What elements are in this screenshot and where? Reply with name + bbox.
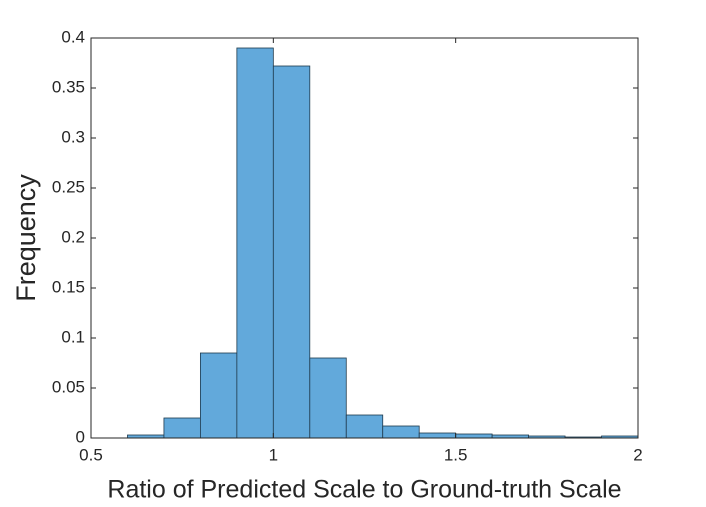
y-tick-label: 0.4 xyxy=(61,27,85,46)
bar xyxy=(382,425,420,439)
x-tick-label: 1 xyxy=(269,445,278,464)
y-tick-label: 0.2 xyxy=(61,227,85,246)
y-tick-label: 0 xyxy=(76,427,85,446)
x-tick-label: 2 xyxy=(633,445,642,464)
x-tick-label: 1.5 xyxy=(444,445,468,464)
bar xyxy=(199,352,238,439)
x-tick-label: 0.5 xyxy=(79,445,103,464)
y-tick-label: 0.1 xyxy=(61,327,85,346)
bar xyxy=(272,65,311,439)
y-tick-label: 0.35 xyxy=(52,77,85,96)
bar xyxy=(418,432,457,439)
y-tick-label: 0.05 xyxy=(52,377,85,396)
bar xyxy=(309,357,347,439)
bar xyxy=(163,417,201,439)
bar xyxy=(236,47,274,439)
y-tick-label: 0.15 xyxy=(52,277,85,296)
plot-area xyxy=(127,47,639,439)
y-tick-label: 0.25 xyxy=(52,177,85,196)
y-tick-label: 0.3 xyxy=(61,127,85,146)
bar xyxy=(455,433,493,439)
y-axis-label: Frequency xyxy=(11,174,41,302)
bar xyxy=(345,414,384,439)
x-axis-label: Ratio of Predicted Scale to Ground-truth… xyxy=(107,476,621,504)
